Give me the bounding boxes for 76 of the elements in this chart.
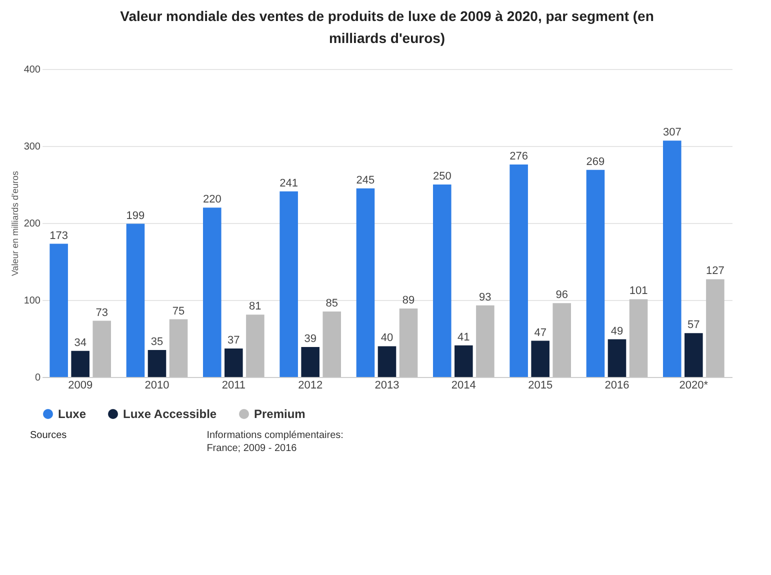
bar: [50, 244, 68, 377]
legend-label: Luxe Accessible: [123, 407, 217, 421]
bar: [169, 319, 188, 377]
bar: [203, 208, 222, 377]
data-label: 49: [610, 325, 624, 338]
x-tick-label: 2015: [528, 380, 553, 392]
bar: [629, 299, 648, 377]
legend-label: Premium: [254, 407, 306, 421]
bar: [510, 164, 528, 377]
bar: [531, 340, 550, 377]
data-label: 35: [150, 336, 164, 348]
bar: [280, 191, 298, 377]
x-tick-label: 2009: [68, 380, 93, 392]
x-tick-label: 2011: [222, 380, 246, 392]
data-label: 127: [706, 265, 724, 278]
data-label: 41: [458, 331, 470, 344]
bar: [148, 350, 166, 377]
bar: [92, 320, 111, 377]
data-label: 245: [356, 174, 375, 186]
data-label: 39: [304, 332, 316, 345]
y-tick-label: 0: [34, 372, 41, 384]
bar: [224, 348, 243, 377]
bar: [476, 305, 494, 377]
bar: [586, 170, 605, 377]
text: France; 2009 - 2016: [206, 443, 298, 454]
data-label: 89: [402, 294, 415, 306]
y-tick-label: 400: [24, 64, 41, 76]
bar: [322, 312, 341, 377]
x-tick-label: 2020*: [679, 380, 709, 392]
x-tick-label: 2012: [298, 380, 323, 392]
bar: [399, 308, 418, 377]
data-label: 241: [280, 177, 298, 190]
data-label: 173: [50, 230, 68, 242]
data-label: 75: [172, 305, 185, 318]
text: Informations complémentaires:: [206, 430, 344, 441]
data-label: 73: [96, 306, 108, 319]
bar: [126, 224, 145, 377]
bar: [301, 346, 320, 377]
chart-title: Valeur mondiale des ventes de produits de luxe de 2009 à 2020, par segment (en milliards d'euros): [120, 8, 654, 46]
data-label: 85: [326, 298, 338, 310]
x-tick-label: 2013: [374, 380, 400, 392]
data-label: 81: [249, 300, 262, 313]
data-label: 220: [202, 194, 222, 206]
x-tick-label: 2014: [451, 380, 476, 392]
data-label: 34: [74, 336, 86, 349]
data-label: 57: [688, 319, 700, 332]
y-tick-label: 200: [24, 218, 41, 230]
y-axis-title: Valeur en milliards d'euros: [10, 170, 20, 276]
bar: [356, 188, 375, 377]
data-label: 269: [586, 156, 605, 168]
data-label: 250: [432, 170, 452, 182]
legend-label: Luxe: [58, 407, 86, 421]
y-tick-label: 300: [24, 142, 41, 152]
bar: [246, 314, 264, 377]
bar: [433, 184, 452, 377]
text: Sources: [30, 430, 67, 441]
bar: [663, 140, 682, 377]
x-tick-label: 2016: [604, 380, 630, 392]
data-label: 96: [556, 289, 568, 302]
data-label: 101: [629, 285, 648, 298]
data-label: 276: [510, 150, 528, 162]
data-label: 47: [534, 326, 546, 339]
data-label: 199: [126, 210, 145, 222]
bar: [608, 339, 626, 377]
data-label: 37: [228, 334, 240, 347]
bar: [378, 346, 396, 377]
bar: [552, 303, 571, 377]
bar: [684, 333, 703, 377]
y-tick-label: 100: [24, 296, 41, 306]
data-label: 93: [479, 291, 492, 304]
bar: [71, 350, 90, 377]
data-label: 40: [380, 332, 394, 344]
bar: [706, 279, 724, 377]
data-label: 307: [662, 126, 682, 139]
bar: [454, 345, 473, 377]
x-tick-label: 2010: [144, 380, 170, 392]
